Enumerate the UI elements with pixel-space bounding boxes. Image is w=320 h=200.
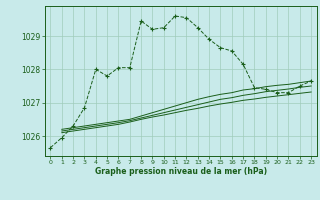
X-axis label: Graphe pression niveau de la mer (hPa): Graphe pression niveau de la mer (hPa) [95,167,267,176]
